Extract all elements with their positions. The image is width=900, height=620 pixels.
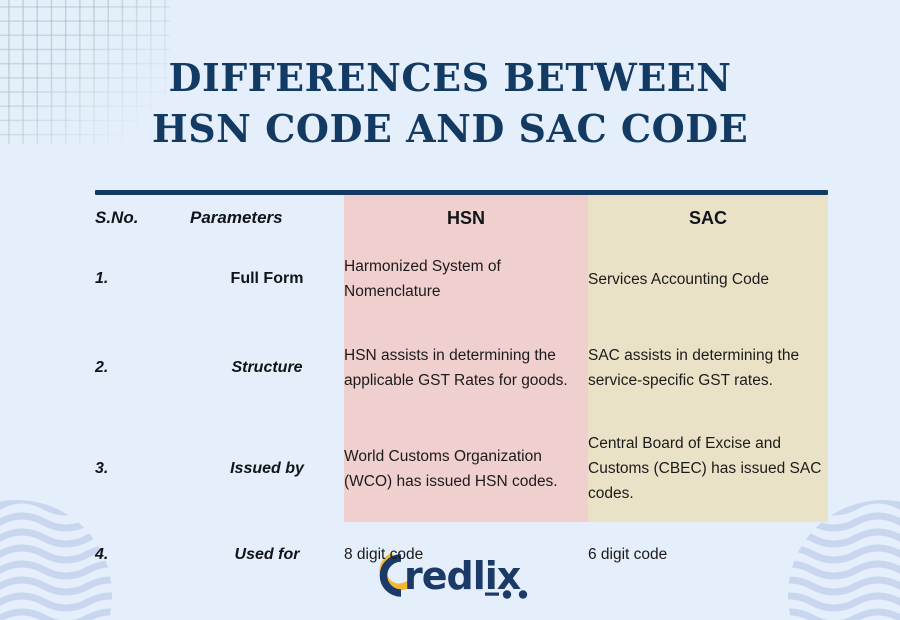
comparison-table: S.No. Parameters HSN SAC 1. Full Form Ha… [95, 190, 828, 590]
row-3-sac-value: Central Board of Excise and Customs (CBE… [588, 435, 822, 502]
table-row: 3. Issued by World Customs Organization … [95, 418, 828, 519]
header-parameters: Parameters [190, 208, 283, 227]
row-3-parameter: Issued by [230, 459, 304, 477]
table-header-row: S.No. Parameters HSN SAC [95, 195, 828, 241]
row-1-parameter: Full Form [230, 270, 304, 287]
page-title: DIFFERENCES BETWEEN HSN CODE AND SAC COD… [0, 52, 900, 154]
row-2-sac-value: SAC assists in determining the service-s… [588, 346, 800, 389]
row-2-sno: 2. [95, 358, 109, 376]
credlix-logo: redlix [0, 548, 900, 605]
table: S.No. Parameters HSN SAC 1. Full Form Ha… [95, 195, 828, 590]
row-4-sac-value: 6 digit code [588, 546, 668, 563]
row-2-hsn-value: HSN assists in determining the applicabl… [344, 346, 568, 389]
row-4-parameter: Used for [234, 545, 300, 563]
hsn-column-background [344, 195, 588, 522]
title-line-2: HSN CODE AND SAC CODE [151, 106, 749, 151]
row-2-parameter: Structure [231, 358, 303, 376]
header-hsn: HSN [446, 207, 485, 228]
row-1-sac-value: Services Accounting Code [588, 270, 769, 288]
row-4-sno: 4. [95, 545, 109, 563]
title-line-1: DIFFERENCES BETWEEN [168, 55, 732, 100]
row-1-hsn-value: Harmonized System of Nomenclature [344, 258, 501, 300]
row-3-hsn-value: World Customs Organization (WCO) has iss… [344, 447, 558, 490]
table-row: 1. Full Form Harmonized System of Nomenc… [95, 241, 828, 317]
table-row: 4. Used for 8 digit code 6 digit code [95, 519, 828, 590]
table-top-rule [95, 190, 828, 195]
credlix-logo-icon: redlix [379, 553, 528, 599]
svg-text:redlix: redlix [404, 554, 521, 598]
row-3-sno: 3. [95, 459, 109, 477]
sac-column-background [588, 195, 828, 522]
header-sno: S.No. [95, 208, 139, 227]
table-row: 2. Structure HSN assists in determining … [95, 317, 828, 418]
row-4-hsn-value: 8 digit code [344, 546, 424, 563]
row-1-sno: 1. [95, 270, 109, 287]
header-sac: SAC [688, 207, 727, 228]
